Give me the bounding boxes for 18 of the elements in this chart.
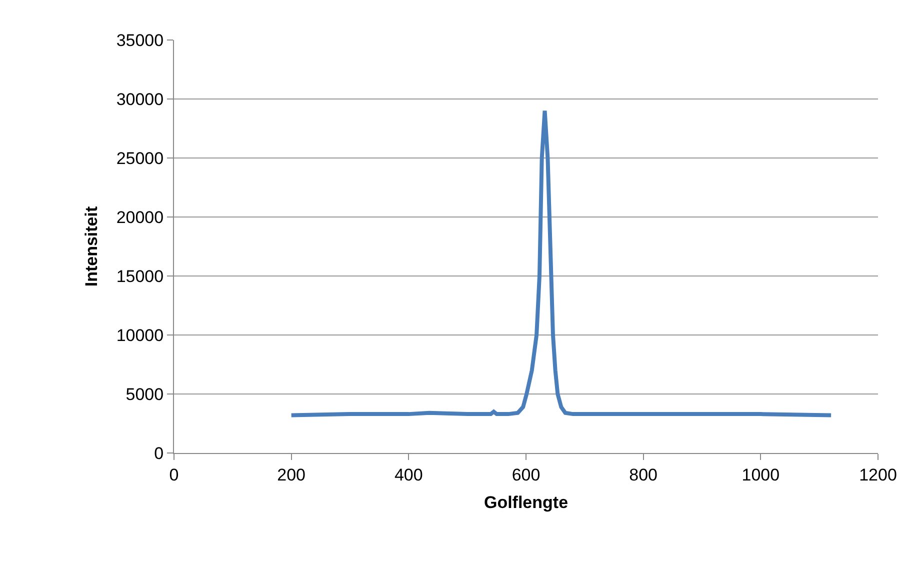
y-tick-label: 0 [154,444,164,463]
y-axis-title: Intensiteit [82,206,101,287]
line-series [289,108,834,418]
x-tick-label: 1200 [859,465,897,484]
x-axis-title: Golflengte [484,492,568,512]
y-tick-label: 10000 [116,326,164,345]
x-tick-label: 800 [629,465,658,484]
x-tick-label: 400 [394,465,423,484]
y-tick-label: 15000 [116,266,164,286]
y-tick-label: 35000 [116,30,164,50]
y-tick-label: 20000 [116,208,164,227]
x-tick-label: 0 [169,465,179,484]
x-tick-label: 1000 [742,465,780,484]
y-tick-label: 30000 [116,90,164,109]
x-tick-label: 200 [277,465,306,484]
x-tick-label: 600 [512,465,540,484]
y-tick-label: 5000 [126,384,164,404]
y-tick-label: 25000 [116,148,164,168]
